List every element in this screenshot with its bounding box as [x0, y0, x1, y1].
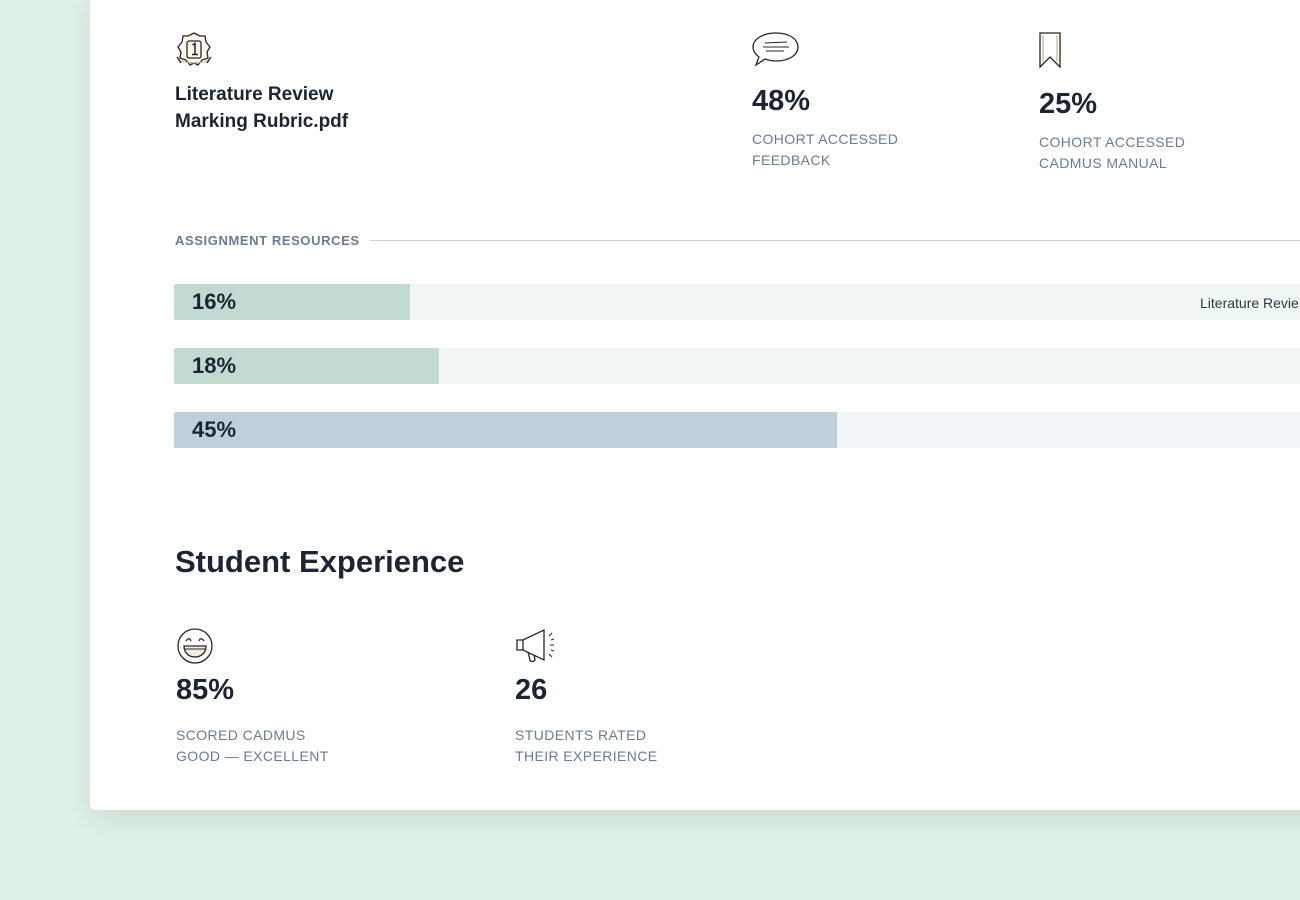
- ratings-count-caption: STUDENTS RATED THEIR EXPERIENCE: [515, 725, 735, 767]
- feedback-stat-caption: COHORT ACCESSED FEEDBACK: [752, 129, 972, 171]
- speech-bubble-icon: [751, 30, 801, 70]
- megaphone-icon: [514, 626, 560, 666]
- grinning-face-icon: [176, 627, 214, 665]
- bookmark-icon: [1038, 30, 1062, 70]
- resource-bar-fill: [174, 348, 440, 384]
- resource-title[interactable]: Literature Review Marking Rubric.pdf: [175, 81, 435, 135]
- ratings-count-value: 26: [515, 674, 548, 706]
- analytics-card: Literature Review Marking Rubric.pdf 48%…: [90, 0, 1300, 810]
- resource-title-line2: Marking Rubric.pdf: [175, 111, 349, 132]
- resource-bar[interactable]: 18%: [174, 348, 1300, 384]
- section-label: ASSIGNMENT RESOURCES: [175, 233, 360, 248]
- resource-bar-label: Literature Revie: [1200, 295, 1299, 311]
- satisfaction-stat-value: 85%: [176, 674, 235, 706]
- resource-bar-value: 18%: [192, 353, 237, 378]
- resource-bar-value: 16%: [192, 289, 237, 314]
- feedback-stat-value: 48%: [752, 85, 811, 117]
- assignment-resources-header: ASSIGNMENT RESOURCES: [175, 233, 1300, 248]
- satisfaction-stat-caption: SCORED CADMUS GOOD — EXCELLENT: [176, 725, 396, 767]
- feedback-caption-line1: COHORT ACCESSED: [752, 131, 899, 147]
- satisfaction-caption-line1: SCORED CADMUS: [176, 727, 306, 743]
- manual-caption-line2: CADMUS MANUAL: [1039, 155, 1168, 171]
- resource-bar-value: 45%: [192, 417, 237, 442]
- resource-title-line1: Literature Review: [175, 84, 334, 105]
- manual-stat-value: 25%: [1039, 88, 1098, 120]
- manual-caption-line1: COHORT ACCESSED: [1039, 134, 1186, 150]
- section-divider: [369, 240, 1300, 241]
- student-experience-heading: Student Experience: [175, 544, 465, 579]
- ratings-caption-line1: STUDENTS RATED: [515, 727, 647, 743]
- resource-bar-fill: [174, 412, 837, 448]
- ratings-caption-line2: THEIR EXPERIENCE: [515, 748, 658, 764]
- manual-stat-caption: COHORT ACCESSED CADMUS MANUAL: [1039, 132, 1259, 174]
- resource-bar-fill: [174, 284, 410, 320]
- resource-bar[interactable]: 45%: [174, 412, 1300, 448]
- badge-number-one-icon: [174, 30, 214, 70]
- satisfaction-caption-line2: GOOD — EXCELLENT: [176, 748, 329, 764]
- feedback-caption-line2: FEEDBACK: [752, 152, 831, 168]
- resource-bar[interactable]: 16% Literature Revie: [174, 284, 1300, 320]
